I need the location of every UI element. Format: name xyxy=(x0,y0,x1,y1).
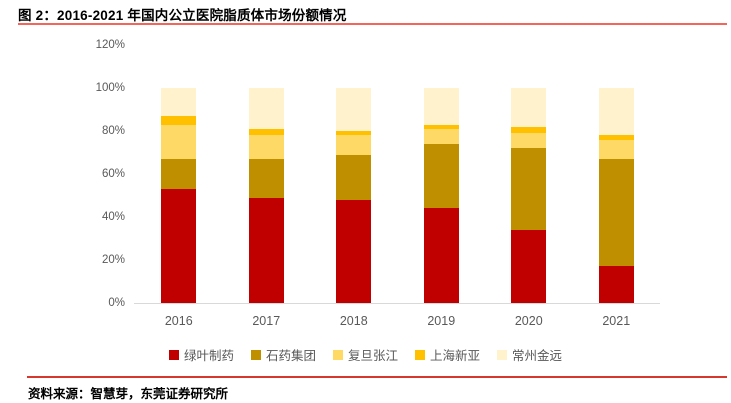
bar-slot xyxy=(223,45,311,303)
legend-item: 石药集团 xyxy=(250,345,316,364)
stacked-bar-2021 xyxy=(598,88,634,303)
bar-segment xyxy=(423,88,459,125)
bar-segment xyxy=(423,128,459,144)
bar-segment xyxy=(161,115,197,125)
legend-item: 复旦张江 xyxy=(332,345,398,364)
stacked-bar-2020 xyxy=(511,88,547,303)
bar-segment xyxy=(598,135,634,140)
bar-segment xyxy=(511,148,547,230)
plot-area xyxy=(135,45,660,303)
x-tick-label: 2017 xyxy=(252,314,281,328)
y-tick-label: 80% xyxy=(101,125,125,137)
bar-segment xyxy=(161,189,197,303)
legend-label: 上海新亚 xyxy=(430,349,481,363)
legend-swatch-icon xyxy=(415,349,425,360)
legend: 绿叶制药 石药集团 复旦张江 上海新亚 常州金远 xyxy=(0,345,731,364)
bar-segment xyxy=(336,88,372,132)
stacked-bar-2019 xyxy=(423,88,459,303)
legend-label: 常州金远 xyxy=(512,349,563,363)
legend-label: 石药集团 xyxy=(265,349,316,363)
bar-segment xyxy=(248,197,284,303)
bar-slot xyxy=(573,45,661,303)
y-axis: 0% 20% 40% 60% 80% 100% 120% xyxy=(0,0,125,340)
legend-item: 常州金远 xyxy=(497,345,562,364)
x-tick-label: 2021 xyxy=(602,314,631,328)
bar-segment xyxy=(336,199,372,303)
y-tick-label: 60% xyxy=(101,168,125,180)
bar-segment xyxy=(598,158,634,267)
bar-segment xyxy=(336,135,372,155)
x-tick-label: 2018 xyxy=(339,314,368,328)
bar-segment xyxy=(598,266,634,303)
bar-segment xyxy=(598,88,634,136)
bar-segment xyxy=(161,88,197,116)
bar-segment xyxy=(511,229,547,303)
bar-slot xyxy=(398,45,486,303)
legend-label: 绿叶制药 xyxy=(183,349,234,363)
stacked-bar-2018 xyxy=(336,88,372,303)
source-note: 资料来源：智慧芽，东莞证券研究所 xyxy=(28,387,229,401)
legend-swatch-icon xyxy=(497,349,508,360)
x-tick-label: 2020 xyxy=(514,314,543,328)
bar-segment xyxy=(423,124,459,129)
bar-segment xyxy=(511,88,547,127)
x-tick-label: 2016 xyxy=(164,314,193,328)
x-axis-line xyxy=(134,303,660,304)
y-tick-label: 120% xyxy=(95,39,125,51)
bar-segment xyxy=(336,131,372,136)
x-axis: 2016 2017 2018 2019 2020 2021 xyxy=(135,314,660,328)
bar-segment xyxy=(161,124,197,159)
y-tick-label: 100% xyxy=(95,82,125,94)
bar-slot xyxy=(485,45,573,303)
legend-swatch-icon xyxy=(250,349,261,360)
legend-item: 上海新亚 xyxy=(415,345,480,364)
bar-segment xyxy=(248,135,284,159)
source-divider xyxy=(27,376,727,378)
legend-swatch-icon xyxy=(332,349,343,360)
bar-segment xyxy=(248,88,284,129)
bar-slot xyxy=(310,45,398,303)
y-tick-label: 0% xyxy=(108,297,125,309)
x-tick-label: 2019 xyxy=(427,314,456,328)
bar-segment xyxy=(248,128,284,136)
chart-title: 图 2：2016-2021 年国内公立医院脂质体市场份额情况 xyxy=(18,8,347,23)
bar-slot xyxy=(135,45,223,303)
bar-segment xyxy=(511,126,547,134)
bar-segment xyxy=(336,154,372,200)
stacked-bar-2017 xyxy=(248,88,284,303)
legend-item: 绿叶制药 xyxy=(168,345,234,364)
legend-swatch-icon xyxy=(168,349,179,360)
title-underline xyxy=(18,23,727,25)
bar-segment xyxy=(161,158,197,190)
bar-segment xyxy=(423,208,459,303)
bar-segment xyxy=(248,158,284,198)
stacked-bar-2016 xyxy=(161,88,197,303)
bar-segment xyxy=(598,139,634,159)
legend-label: 复旦张江 xyxy=(347,349,398,363)
bar-segment xyxy=(511,133,547,149)
y-tick-label: 20% xyxy=(101,254,125,266)
y-tick-label: 40% xyxy=(101,211,125,223)
bar-segment xyxy=(423,143,459,209)
